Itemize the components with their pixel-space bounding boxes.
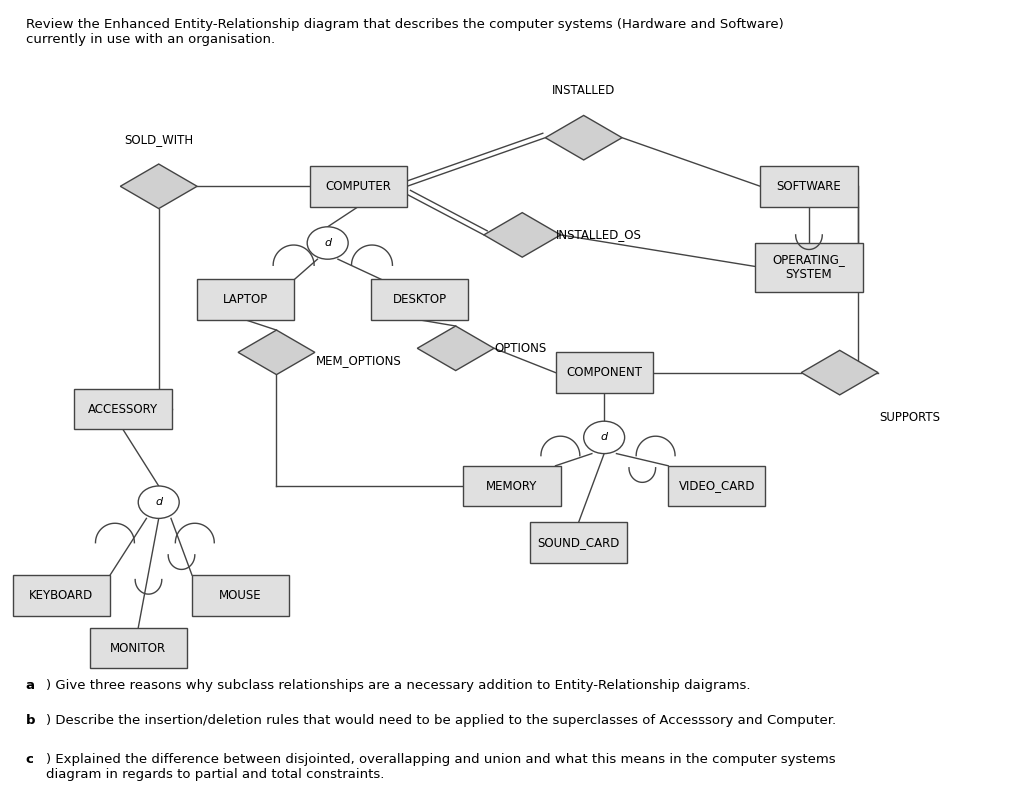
Text: VIDEO_CARD: VIDEO_CARD (679, 480, 755, 492)
FancyBboxPatch shape (760, 166, 858, 207)
FancyBboxPatch shape (12, 575, 111, 616)
Text: COMPONENT: COMPONENT (566, 366, 642, 379)
Text: c: c (26, 753, 34, 766)
Text: COMPUTER: COMPUTER (326, 180, 391, 193)
Text: ACCESSORY: ACCESSORY (88, 403, 158, 416)
Text: MEMORY: MEMORY (486, 480, 538, 492)
Polygon shape (121, 164, 197, 208)
FancyBboxPatch shape (555, 352, 653, 393)
Text: b: b (26, 714, 35, 727)
Polygon shape (545, 116, 622, 160)
Text: KEYBOARD: KEYBOARD (30, 589, 93, 602)
FancyBboxPatch shape (530, 522, 627, 563)
Text: MONITOR: MONITOR (111, 642, 166, 654)
Text: MOUSE: MOUSE (219, 589, 262, 602)
Polygon shape (418, 326, 494, 371)
Text: a: a (26, 679, 35, 692)
Text: SOFTWARE: SOFTWARE (776, 180, 842, 193)
Text: LAPTOP: LAPTOP (223, 293, 268, 306)
FancyBboxPatch shape (193, 575, 289, 616)
Circle shape (138, 486, 179, 518)
Text: MEM_OPTIONS: MEM_OPTIONS (315, 354, 401, 367)
Text: ) Explained the difference between disjointed, overallapping and union and what : ) Explained the difference between disjo… (46, 753, 836, 782)
Text: d: d (156, 497, 162, 507)
FancyBboxPatch shape (197, 279, 295, 320)
Text: INSTALLED_OS: INSTALLED_OS (556, 228, 642, 241)
Text: OPTIONS: OPTIONS (494, 342, 547, 355)
Text: Review the Enhanced Entity-Relationship diagram that describes the computer syst: Review the Enhanced Entity-Relationship … (26, 18, 783, 46)
FancyBboxPatch shape (74, 389, 171, 429)
Polygon shape (238, 330, 315, 374)
Circle shape (307, 227, 348, 259)
Circle shape (584, 421, 625, 454)
Text: SOLD_WITH: SOLD_WITH (124, 133, 194, 146)
Text: ) Describe the insertion/deletion rules that would need to be applied to the sup: ) Describe the insertion/deletion rules … (46, 714, 837, 727)
Polygon shape (484, 213, 561, 258)
Text: SUPPORTS: SUPPORTS (879, 411, 940, 424)
Text: OPERATING_
SYSTEM: OPERATING_ SYSTEM (772, 254, 846, 281)
Text: SOUND_CARD: SOUND_CARD (538, 536, 620, 549)
FancyBboxPatch shape (371, 279, 469, 320)
Text: DESKTOP: DESKTOP (393, 293, 446, 306)
Polygon shape (801, 350, 878, 394)
FancyBboxPatch shape (90, 628, 186, 668)
Text: d: d (325, 238, 331, 248)
FancyBboxPatch shape (463, 466, 561, 506)
Text: INSTALLED: INSTALLED (552, 84, 615, 97)
FancyBboxPatch shape (668, 466, 765, 506)
Text: ) Give three reasons why subclass relationships are a necessary addition to Enti: ) Give three reasons why subclass relati… (46, 679, 751, 692)
Text: d: d (601, 433, 607, 442)
FancyBboxPatch shape (756, 243, 862, 292)
FancyBboxPatch shape (309, 166, 407, 207)
